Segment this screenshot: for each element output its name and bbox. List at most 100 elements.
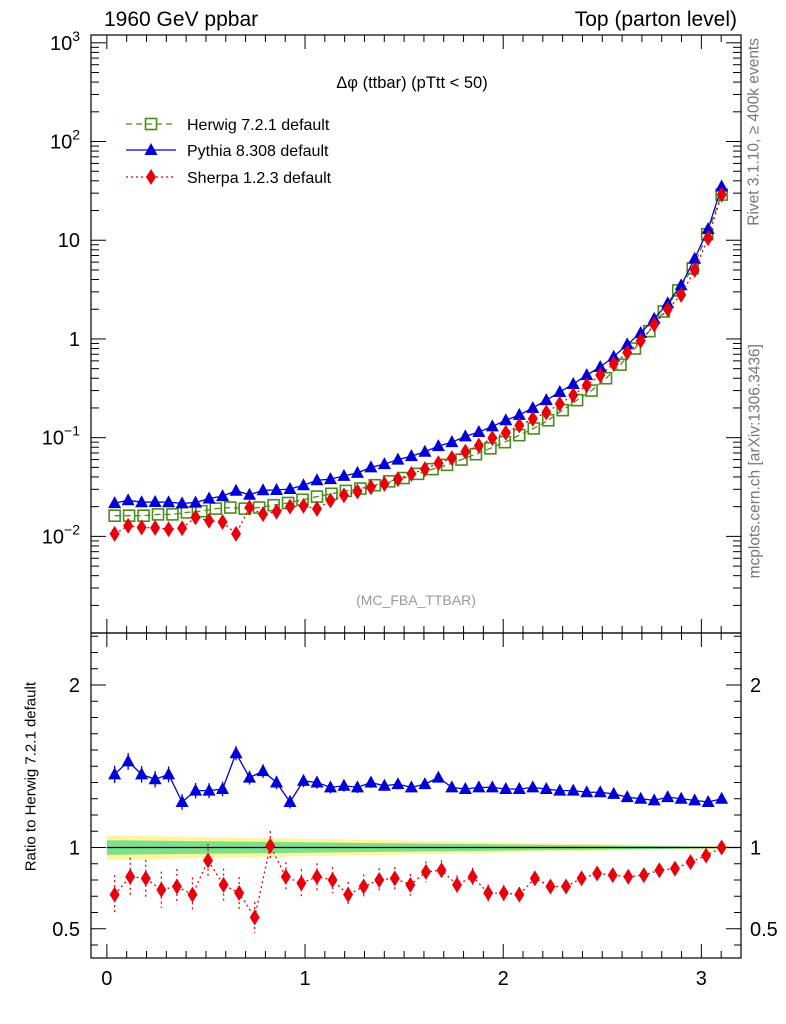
data-point-marker (715, 179, 729, 192)
data-point-marker (688, 251, 702, 264)
analysis-watermark: (MC_FBA_TTBAR) (356, 592, 476, 608)
ratio-y-tick-label: 1 (69, 838, 80, 860)
data-point-marker (460, 443, 471, 460)
data-point-marker (529, 870, 540, 887)
data-point-marker (669, 860, 680, 877)
data-point-marker (452, 876, 463, 893)
data-point-marker (175, 496, 189, 509)
data-point-marker (283, 795, 297, 807)
data-point-marker (350, 780, 364, 793)
data-point-marker (674, 278, 688, 291)
series-line (114, 186, 723, 505)
data-point-marker (620, 790, 634, 803)
data-point-marker (419, 461, 430, 478)
data-point-marker (140, 870, 151, 887)
data-point-marker (125, 868, 136, 885)
data-point-marker (703, 230, 714, 247)
data-point-marker (622, 344, 633, 361)
data-point-marker (244, 499, 255, 516)
x-tick-label: 2 (498, 968, 509, 990)
data-point-marker (217, 513, 228, 530)
data-point-marker (137, 509, 150, 522)
data-point-marker (391, 452, 405, 465)
data-point-marker (405, 876, 416, 893)
data-point-marker (541, 404, 552, 421)
data-point-marker (593, 785, 607, 798)
data-point-marker (271, 503, 282, 520)
data-point-marker (634, 791, 648, 804)
data-point-marker (483, 885, 494, 901)
data-point-marker (144, 117, 158, 131)
ratio-y-axis-label: Ratio to Herwig 7.2.1 default (22, 682, 40, 872)
main-y-tick-label: 103 (50, 28, 80, 55)
data-point-marker (554, 395, 565, 412)
x-tick-label: 1 (299, 968, 310, 990)
data-point-marker (121, 754, 135, 767)
data-point-marker (662, 301, 673, 318)
data-point-marker (204, 512, 215, 529)
data-point-marker (485, 780, 499, 793)
data-point-marker (162, 767, 176, 780)
data-point-marker (607, 349, 621, 362)
data-point-marker (203, 852, 214, 869)
data-point-marker (150, 519, 161, 536)
data-point-marker (689, 261, 700, 278)
data-point-marker (121, 493, 135, 506)
data-point-marker (162, 495, 176, 508)
data-point-marker (189, 495, 203, 508)
data-point-marker (608, 355, 619, 372)
main-y-tick-label: 10−1 (42, 423, 80, 450)
data-point-marker (144, 143, 158, 155)
data-point-marker (216, 782, 230, 794)
data-point-marker (166, 508, 179, 521)
data-point-marker (473, 437, 484, 454)
data-point-marker (171, 878, 182, 895)
data-point-marker (539, 393, 553, 406)
data-point-marker (109, 886, 120, 903)
data-point-marker (420, 863, 431, 880)
data-point-marker (379, 475, 390, 492)
data-point-marker (526, 780, 540, 793)
data-point-marker (406, 465, 417, 482)
data-point-marker (676, 286, 687, 303)
data-point-marker (337, 468, 351, 481)
data-point-marker (716, 186, 727, 203)
data-point-marker (108, 509, 121, 522)
ratio-frame (90, 632, 742, 959)
data-point-marker (674, 791, 688, 804)
data-point-marker (458, 429, 472, 442)
data-point-marker (202, 783, 216, 796)
data-point-marker (177, 520, 188, 537)
data-point-marker (592, 865, 603, 882)
data-point-marker (343, 886, 354, 903)
data-point-marker (458, 782, 472, 794)
data-point-marker (635, 332, 646, 349)
data-point-marker (323, 780, 337, 793)
data-point-marker (391, 777, 405, 790)
data-point-marker (187, 886, 198, 903)
data-point-marker (581, 377, 592, 394)
ratio-series-line (114, 751, 722, 804)
data-point-marker (455, 453, 468, 466)
data-point-marker (135, 767, 149, 780)
data-point-marker (163, 521, 174, 538)
data-point-marker (337, 778, 351, 791)
data-point-marker (190, 509, 201, 526)
data-point-marker (189, 783, 203, 796)
data-point-marker (148, 772, 162, 785)
data-point-marker (701, 221, 715, 234)
data-point-marker (500, 424, 511, 441)
ratio-y-tick-label-right: 0.5 (750, 919, 778, 941)
data-point-marker (325, 492, 336, 509)
main-panel: 10−2 10−1 1 10 102 103 Δφ (ttbar) (pTtt < 50) (… (42, 28, 742, 634)
data-point-marker (580, 785, 594, 798)
data-point-marker (136, 519, 147, 536)
data-point-marker (595, 367, 606, 384)
data-point-marker (514, 886, 525, 903)
data-point-marker (270, 483, 284, 496)
data-point-marker (256, 764, 270, 777)
data-point-marker (526, 400, 540, 413)
data-point-marker (296, 875, 307, 892)
data-point-marker (108, 496, 122, 509)
data-point-marker (270, 775, 284, 788)
